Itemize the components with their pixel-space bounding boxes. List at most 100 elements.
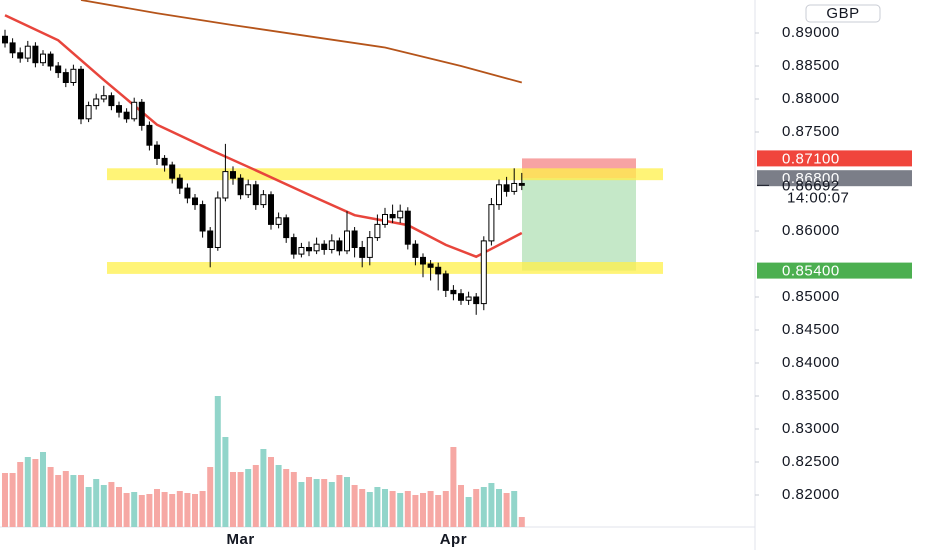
candle-body <box>108 95 115 107</box>
moving-average <box>4 14 523 259</box>
candle-body <box>450 289 457 295</box>
candle-body <box>321 243 328 250</box>
volume-bar <box>427 491 434 527</box>
candle-body <box>2 35 8 44</box>
candle-body <box>435 266 442 275</box>
candle-body <box>328 240 335 250</box>
candle-body <box>78 68 84 120</box>
candle-body <box>283 217 290 239</box>
volume-bar <box>2 473 8 527</box>
volume-bar <box>32 459 39 527</box>
y-tick-label: 0.83000 <box>782 420 840 437</box>
candle-body <box>511 182 518 192</box>
volume-bar <box>321 479 328 527</box>
volume-bar <box>252 465 259 527</box>
candle-body <box>32 45 39 64</box>
candle-body <box>17 52 24 59</box>
volume-bar <box>359 489 366 527</box>
candle-body <box>207 230 214 248</box>
candle-body <box>260 194 267 206</box>
volume-bar <box>306 477 312 527</box>
candle-body <box>374 223 381 239</box>
volume-bar <box>9 473 16 527</box>
candle-body <box>359 246 366 258</box>
volume-bar <box>275 465 282 527</box>
candle-body <box>290 237 297 255</box>
candle-body <box>275 217 282 225</box>
volume-bar <box>480 487 487 527</box>
price-label-box <box>757 262 912 279</box>
volume-bar <box>245 469 252 527</box>
candle-body <box>9 42 16 54</box>
candle-body <box>123 111 130 120</box>
volume-bar <box>351 485 358 527</box>
candle-body <box>306 246 312 252</box>
candle-body <box>496 184 502 206</box>
candle-body <box>336 240 343 252</box>
candle-body <box>146 124 153 146</box>
candle-body <box>458 293 464 301</box>
countdown: 14:00:07 <box>787 189 849 206</box>
volume-bar <box>511 491 518 527</box>
volume-bar <box>374 487 381 527</box>
candle-body <box>382 213 388 225</box>
candle-body <box>313 243 320 252</box>
volume-bar <box>336 475 343 527</box>
volume-bar <box>237 472 244 527</box>
candle-body <box>176 177 183 189</box>
volume-bar <box>382 489 388 527</box>
volume-bar <box>488 483 495 527</box>
candle-body <box>85 105 92 120</box>
candle-body <box>47 53 54 67</box>
y-tick-label: 0.84500 <box>782 321 840 338</box>
volume-bar <box>503 493 510 527</box>
volume-bar <box>458 485 464 527</box>
volume-bar <box>93 479 100 527</box>
candle-body <box>93 98 100 107</box>
volume-bar <box>420 493 426 527</box>
target-area <box>522 178 636 271</box>
currency-box[interactable] <box>805 4 881 23</box>
volume-bar <box>214 396 221 527</box>
zone <box>107 262 663 274</box>
candle-body <box>222 171 229 199</box>
candle-body <box>55 65 62 74</box>
volume-bar <box>207 467 214 527</box>
volume-bar <box>435 495 442 527</box>
volume-bar <box>24 457 31 527</box>
candle-body <box>503 184 510 192</box>
currency: GBP <box>826 5 859 22</box>
volume-bar <box>154 489 160 527</box>
candle-body <box>214 197 221 248</box>
volume-bar <box>161 492 168 527</box>
volume-bar <box>116 487 122 527</box>
y-tick-label: 0.88500 <box>782 57 840 74</box>
candle-body <box>397 210 404 219</box>
price-label-box <box>757 170 912 187</box>
volume-bar <box>146 494 153 527</box>
candle-body <box>351 230 358 248</box>
price-label: 0.86692 <box>782 177 840 194</box>
price-label-box <box>757 150 912 167</box>
volume-bar <box>328 482 335 527</box>
candle-body <box>412 243 419 258</box>
volume-bar <box>199 491 206 527</box>
candle-body <box>40 53 46 64</box>
volume-bar <box>184 493 191 527</box>
volume-bar <box>473 489 480 527</box>
volume-bar <box>268 457 274 527</box>
price-label: 0.87100 <box>782 150 840 167</box>
volume-bar <box>465 497 472 527</box>
volume-bar <box>123 493 130 527</box>
candle-body <box>138 101 145 126</box>
volume-bar <box>442 491 449 527</box>
price-label: 0.86800 <box>782 170 840 187</box>
y-tick-label: 0.83500 <box>782 387 840 404</box>
x-tick-label: Apr <box>440 531 467 548</box>
volume-bar <box>40 452 46 527</box>
y-tick-label: 0.82500 <box>782 453 840 470</box>
volume-bar <box>138 495 145 527</box>
volume-bar <box>70 475 77 527</box>
candle-body <box>268 194 274 225</box>
